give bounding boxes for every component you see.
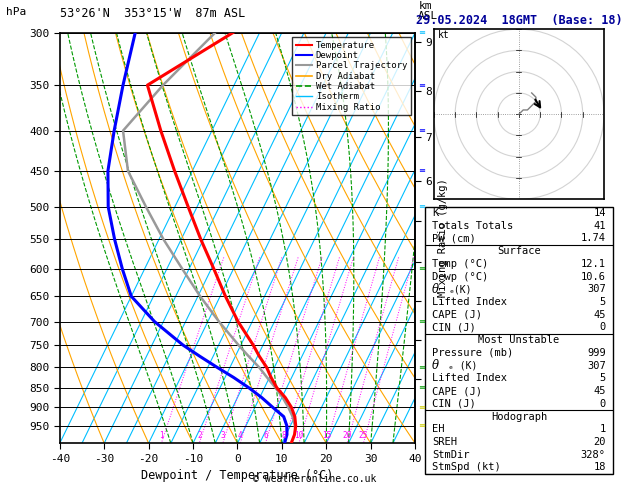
Text: 29.05.2024  18GMT  (Base: 18): 29.05.2024 18GMT (Base: 18) xyxy=(416,14,622,27)
Text: kt: kt xyxy=(438,30,450,40)
Text: 1: 1 xyxy=(599,424,606,434)
Text: Pressure (mb): Pressure (mb) xyxy=(432,348,513,358)
Text: θ: θ xyxy=(432,359,439,372)
Text: ≡: ≡ xyxy=(418,403,425,412)
Text: 53°26'N  353°15'W  87m ASL: 53°26'N 353°15'W 87m ASL xyxy=(60,7,245,20)
Text: K: K xyxy=(432,208,438,218)
Text: CIN (J): CIN (J) xyxy=(432,399,476,409)
Text: 45: 45 xyxy=(593,386,606,396)
Text: ≡: ≡ xyxy=(418,363,425,372)
Text: 4: 4 xyxy=(238,431,243,440)
Text: 45: 45 xyxy=(593,310,606,320)
Text: 0: 0 xyxy=(599,323,606,332)
Text: PW (cm): PW (cm) xyxy=(432,233,476,243)
Text: Temp (°C): Temp (°C) xyxy=(432,259,488,269)
Text: 307: 307 xyxy=(587,284,606,295)
Text: 1.74: 1.74 xyxy=(581,233,606,243)
Text: CAPE (J): CAPE (J) xyxy=(432,310,482,320)
Text: 999: 999 xyxy=(587,348,606,358)
Text: 14: 14 xyxy=(593,208,606,218)
Text: © weatheronline.co.uk: © weatheronline.co.uk xyxy=(253,473,376,484)
Text: ≡: ≡ xyxy=(418,383,425,392)
Text: EH: EH xyxy=(432,424,445,434)
Text: km: km xyxy=(418,1,431,11)
Text: ≡: ≡ xyxy=(418,81,425,89)
Text: 10.6: 10.6 xyxy=(581,272,606,281)
Text: 20: 20 xyxy=(593,437,606,447)
Text: 1: 1 xyxy=(159,431,164,440)
Text: 20: 20 xyxy=(343,431,352,440)
Text: 3: 3 xyxy=(221,431,225,440)
Text: 25: 25 xyxy=(359,431,368,440)
Text: Lifted Index: Lifted Index xyxy=(432,297,507,307)
Text: Totals Totals: Totals Totals xyxy=(432,221,513,231)
Text: ≡: ≡ xyxy=(418,317,425,326)
Text: θ: θ xyxy=(432,283,439,296)
Text: ₑ(K): ₑ(K) xyxy=(448,284,472,295)
Text: LCL: LCL xyxy=(430,421,447,431)
Text: 10: 10 xyxy=(294,431,304,440)
Text: Hodograph: Hodograph xyxy=(491,412,547,421)
Legend: Temperature, Dewpoint, Parcel Trajectory, Dry Adiabat, Wet Adiabat, Isotherm, Mi: Temperature, Dewpoint, Parcel Trajectory… xyxy=(292,37,411,115)
Text: ≡: ≡ xyxy=(418,126,425,135)
Text: SREH: SREH xyxy=(432,437,457,447)
Text: ASL: ASL xyxy=(418,11,438,21)
Text: 307: 307 xyxy=(587,361,606,371)
Text: Lifted Index: Lifted Index xyxy=(432,373,507,383)
Text: ≡: ≡ xyxy=(418,264,425,274)
Text: Most Unstable: Most Unstable xyxy=(478,335,560,345)
Text: 2: 2 xyxy=(197,431,202,440)
Text: 15: 15 xyxy=(322,431,331,440)
Text: ₑ (K): ₑ (K) xyxy=(448,361,477,371)
Text: 12.1: 12.1 xyxy=(581,259,606,269)
Text: Surface: Surface xyxy=(497,246,541,256)
X-axis label: Dewpoint / Temperature (°C): Dewpoint / Temperature (°C) xyxy=(142,469,333,482)
Text: hPa: hPa xyxy=(6,7,26,17)
Text: ≡: ≡ xyxy=(418,202,425,211)
Text: 18: 18 xyxy=(593,463,606,472)
Text: CIN (J): CIN (J) xyxy=(432,323,476,332)
Text: StmDir: StmDir xyxy=(432,450,470,460)
Text: ≡: ≡ xyxy=(418,421,425,430)
Text: 6: 6 xyxy=(263,431,268,440)
Text: 8: 8 xyxy=(282,431,286,440)
Text: CAPE (J): CAPE (J) xyxy=(432,386,482,396)
Text: 328°: 328° xyxy=(581,450,606,460)
Text: Mixing Ratio (g/kg): Mixing Ratio (g/kg) xyxy=(438,178,448,297)
Text: 0: 0 xyxy=(599,399,606,409)
Text: 5: 5 xyxy=(599,297,606,307)
Text: Dewp (°C): Dewp (°C) xyxy=(432,272,488,281)
Text: 5: 5 xyxy=(599,373,606,383)
Text: StmSpd (kt): StmSpd (kt) xyxy=(432,463,501,472)
Text: 41: 41 xyxy=(593,221,606,231)
Text: ≡: ≡ xyxy=(418,28,425,37)
Text: ≡: ≡ xyxy=(418,166,425,175)
